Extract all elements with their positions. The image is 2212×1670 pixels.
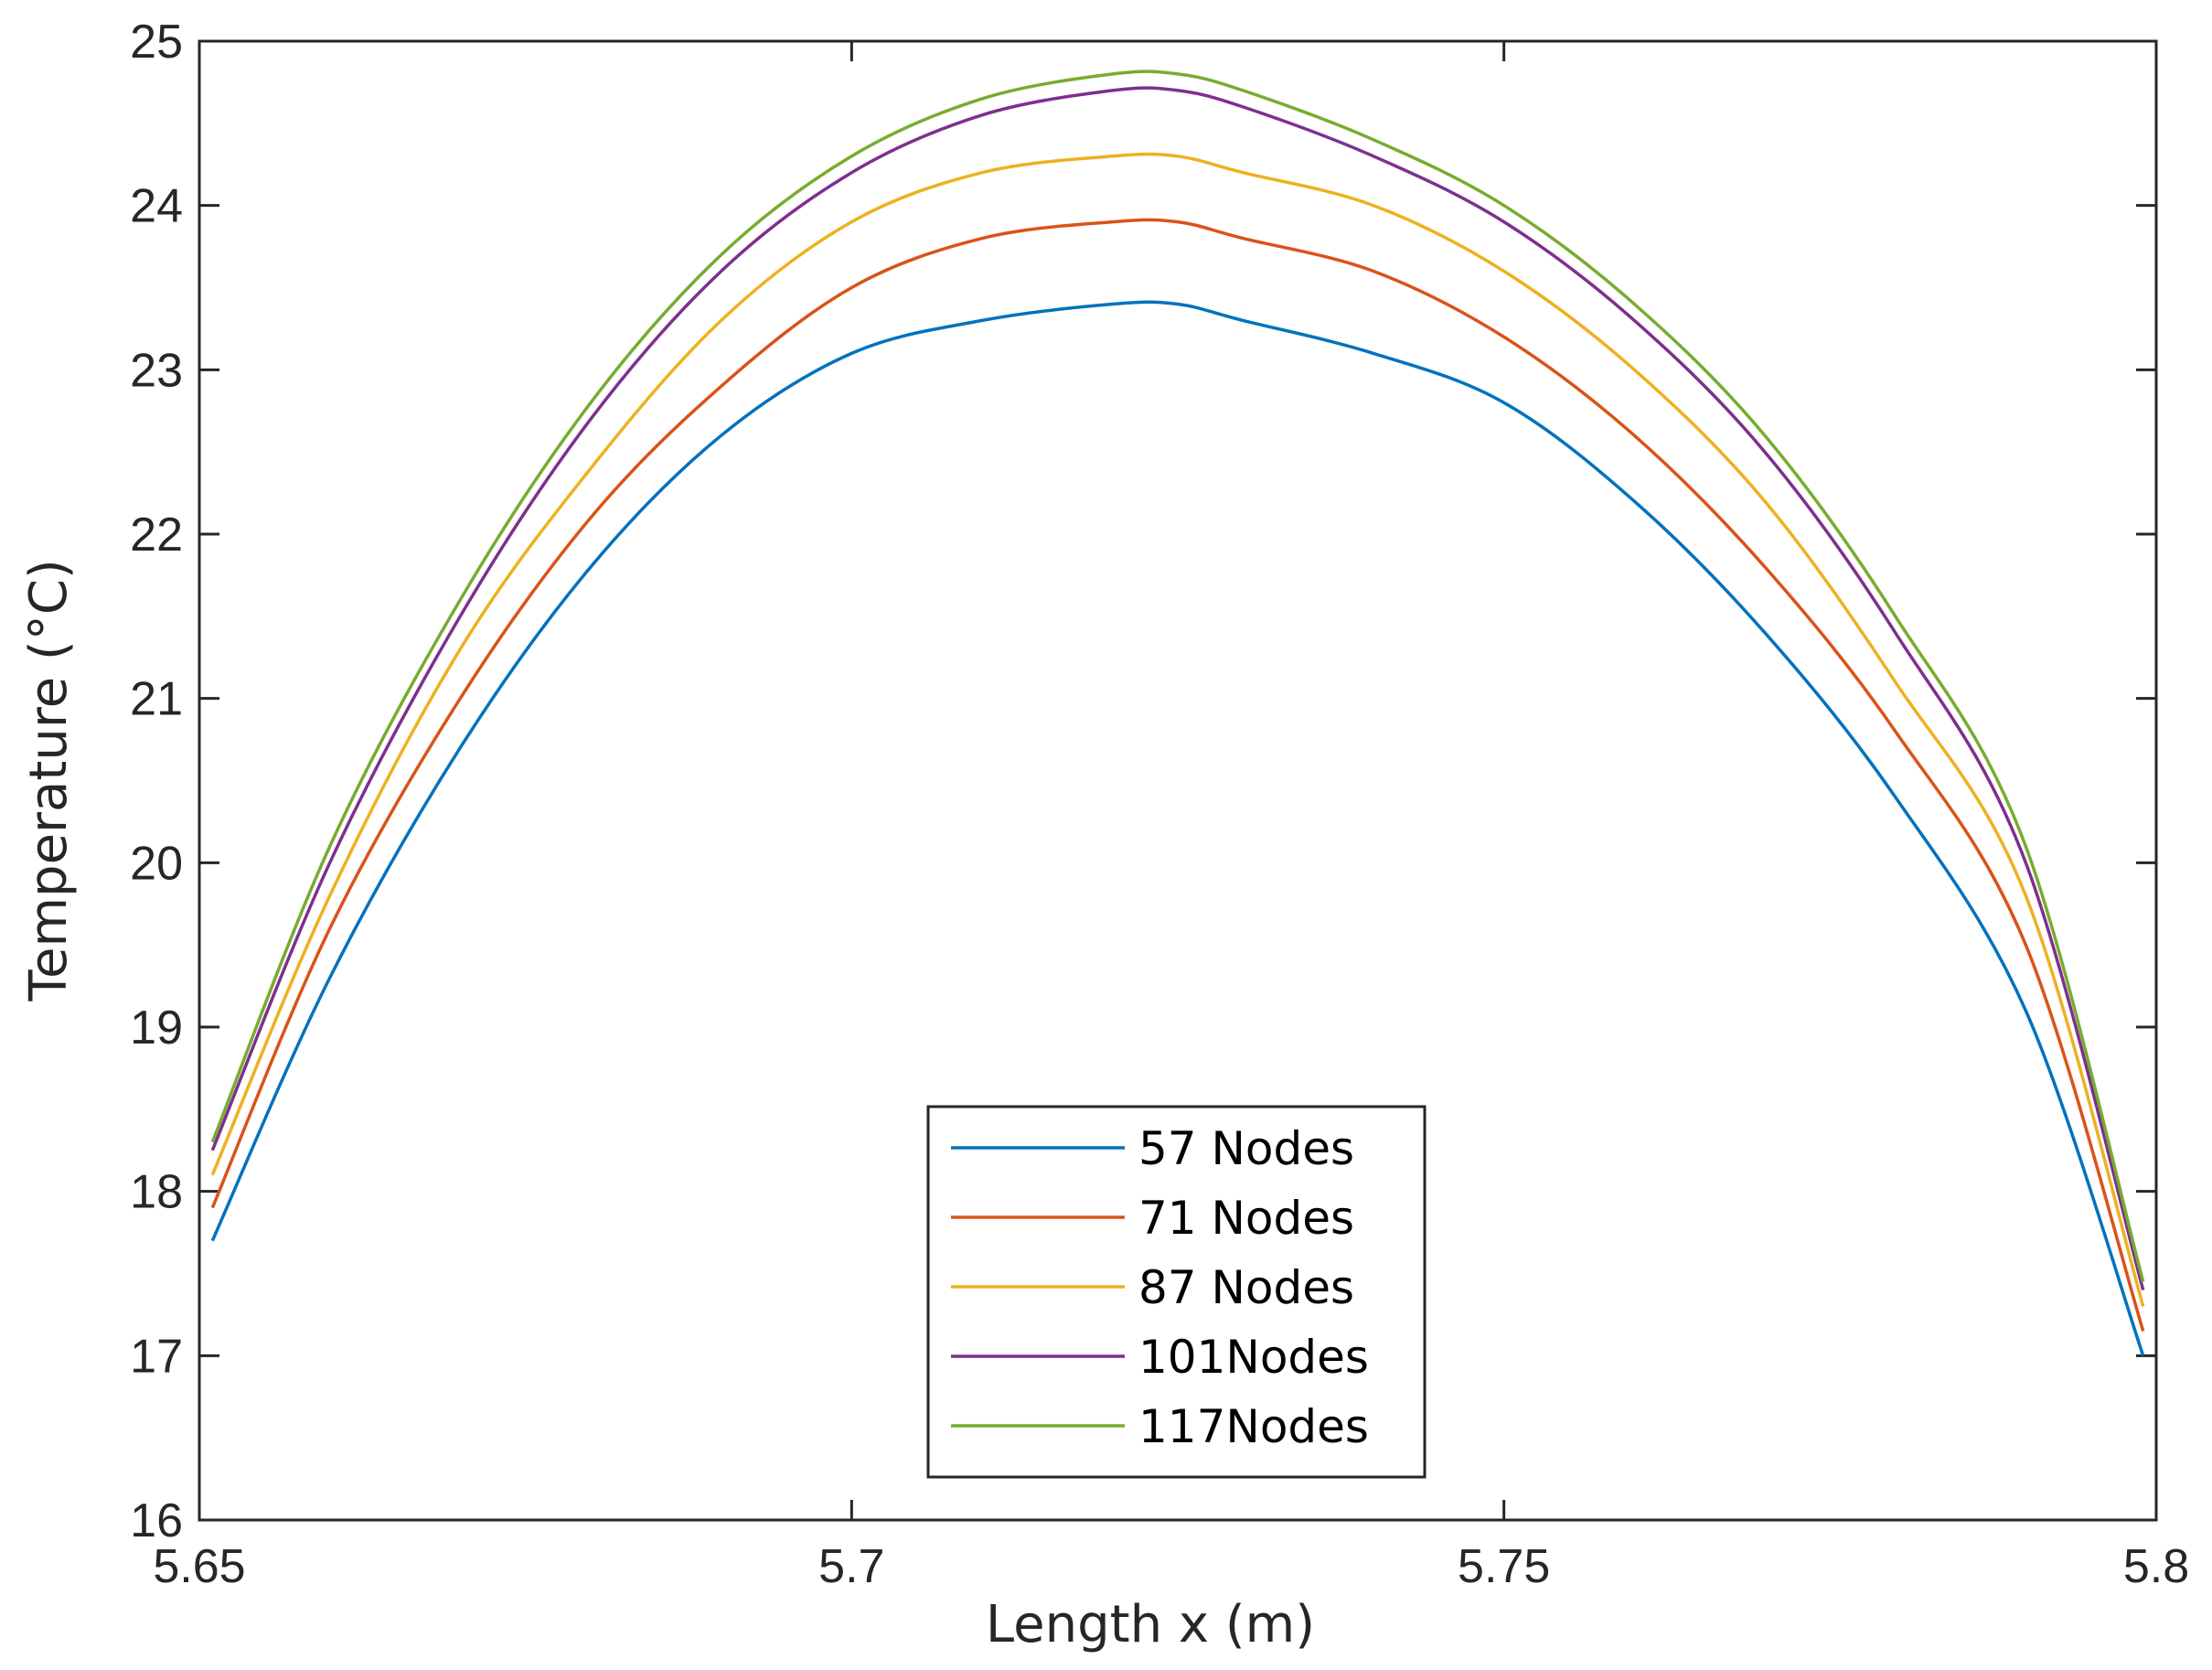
y-axis-title: Temperature (°C) [19,559,79,1001]
series-line-117nodes [210,70,2145,1282]
axis-ticks: 16 17 18 19 20 21 22 23 24 25 5.65 5.7 5.75 5.8 [130,16,2189,1593]
y-tick-label: 17 [130,1330,183,1383]
y-tick-label: 21 [130,673,183,726]
series-line-71-nodes [210,218,2145,1332]
legend-label: 117Nodes [1138,1400,1369,1453]
y-tick-label: 19 [130,1001,183,1054]
x-tick-label: 5.8 [2123,1540,2189,1593]
y-tick-label: 18 [130,1166,183,1219]
legend-label: 57 Nodes [1138,1122,1354,1175]
legend-label: 71 Nodes [1138,1192,1354,1245]
y-tick-label: 25 [130,16,183,69]
x-axis-title: Length x (m) [986,1595,1315,1654]
x-tick-label: 5.65 [153,1540,245,1593]
y-tick-label: 16 [130,1494,183,1547]
y-tick-label: 24 [130,180,183,233]
legend-box [926,1105,1427,1479]
legend-label: 101Nodes [1138,1331,1369,1384]
legend-label: 87 Nodes [1138,1261,1354,1314]
legend: 57 Nodes 71 Nodes 87 Nodes 101Nodes 117Nodes [926,1105,1427,1479]
x-tick-label: 5.75 [1458,1540,1550,1593]
y-tick-label: 22 [130,508,183,562]
series-line-57-nodes [210,300,2145,1356]
y-tick-label: 23 [130,344,183,397]
y-tick-label: 20 [130,837,183,890]
x-tick-label: 5.7 [818,1540,884,1593]
series-line-101nodes [210,86,2145,1290]
series-line-87-nodes [210,152,2145,1307]
series-lines [210,70,2145,1356]
